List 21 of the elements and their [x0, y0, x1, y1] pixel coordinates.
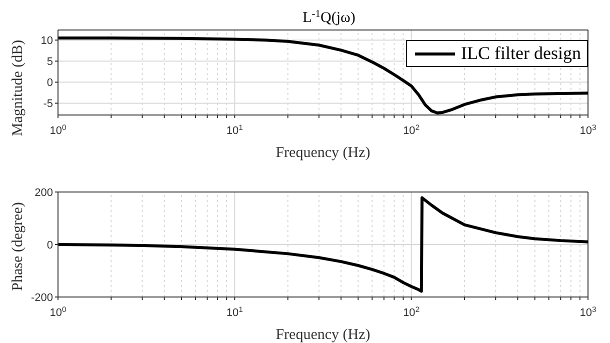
y-tick-label: 0 — [46, 239, 53, 252]
y-tick-label: 0 — [46, 77, 53, 90]
y-tick-label: 5 — [46, 56, 53, 68]
chart-title: L$^{-1}$Q(jω) — [302, 8, 356, 26]
x-tick-label: 10$^{1}$ — [226, 304, 243, 319]
y-tick-label: -5 — [43, 98, 53, 110]
x-tick-label: 10$^{1}$ — [226, 122, 243, 137]
x-tick-label: 10$^{0}$ — [50, 304, 66, 319]
y-tick-label: -200 — [30, 292, 53, 304]
x-tick-label: 10$^{0}$ — [50, 122, 66, 137]
x-tick-label: 10$^{2}$ — [403, 122, 420, 137]
y-tick-label: 200 — [34, 186, 53, 199]
x-tick-label: 10$^{3}$ — [580, 122, 596, 137]
y-axis-title: Magnitude (dB) — [10, 40, 26, 136]
y-tick-label: 10 — [40, 35, 53, 48]
x-tick-label: 10$^{2}$ — [403, 304, 420, 319]
x-axis-title: Frequency (Hz) — [276, 145, 370, 161]
x-axis-title: Frequency (Hz) — [276, 327, 370, 343]
legend-label: ILC filter design — [461, 43, 581, 64]
x-tick-label: 10$^{3}$ — [580, 304, 596, 319]
y-axis-title: Phase (degree) — [10, 202, 26, 291]
